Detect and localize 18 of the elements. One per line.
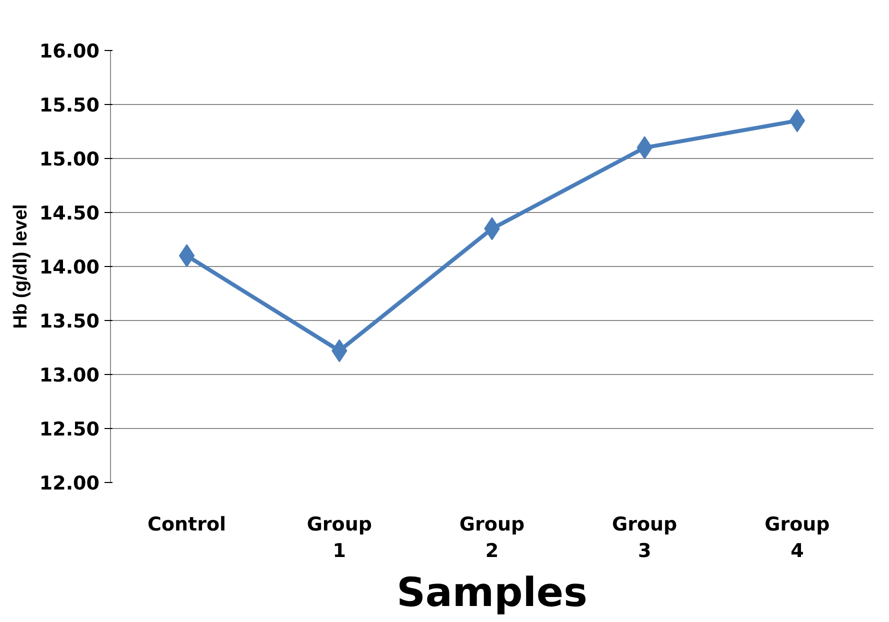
y-tick-label: 13.50 [39,310,100,332]
x-tick-label: Group 3 [612,514,678,562]
point [789,109,806,132]
y-tick-label: 14.00 [39,256,100,278]
x-tick-label: Control [148,514,226,536]
y-tick-label: 12.50 [39,418,100,440]
x-tick-label: Group 4 [764,514,830,562]
y-tick-label: 15.00 [39,148,100,170]
y-tick-label: 15.50 [39,94,100,116]
y-tick-label: 14.50 [39,202,100,224]
y-tick-label: 12.00 [39,472,100,494]
x-tick-label: Group 1 [306,514,372,562]
x-axis-title: Samples [396,570,588,616]
y-tick-label: 16.00 [39,40,100,62]
x-tick-label: Group 2 [459,514,525,562]
point [178,244,195,268]
y-tick-label: 13.00 [39,364,100,386]
y-axis-title: Hb (g/dl) level [10,204,32,329]
